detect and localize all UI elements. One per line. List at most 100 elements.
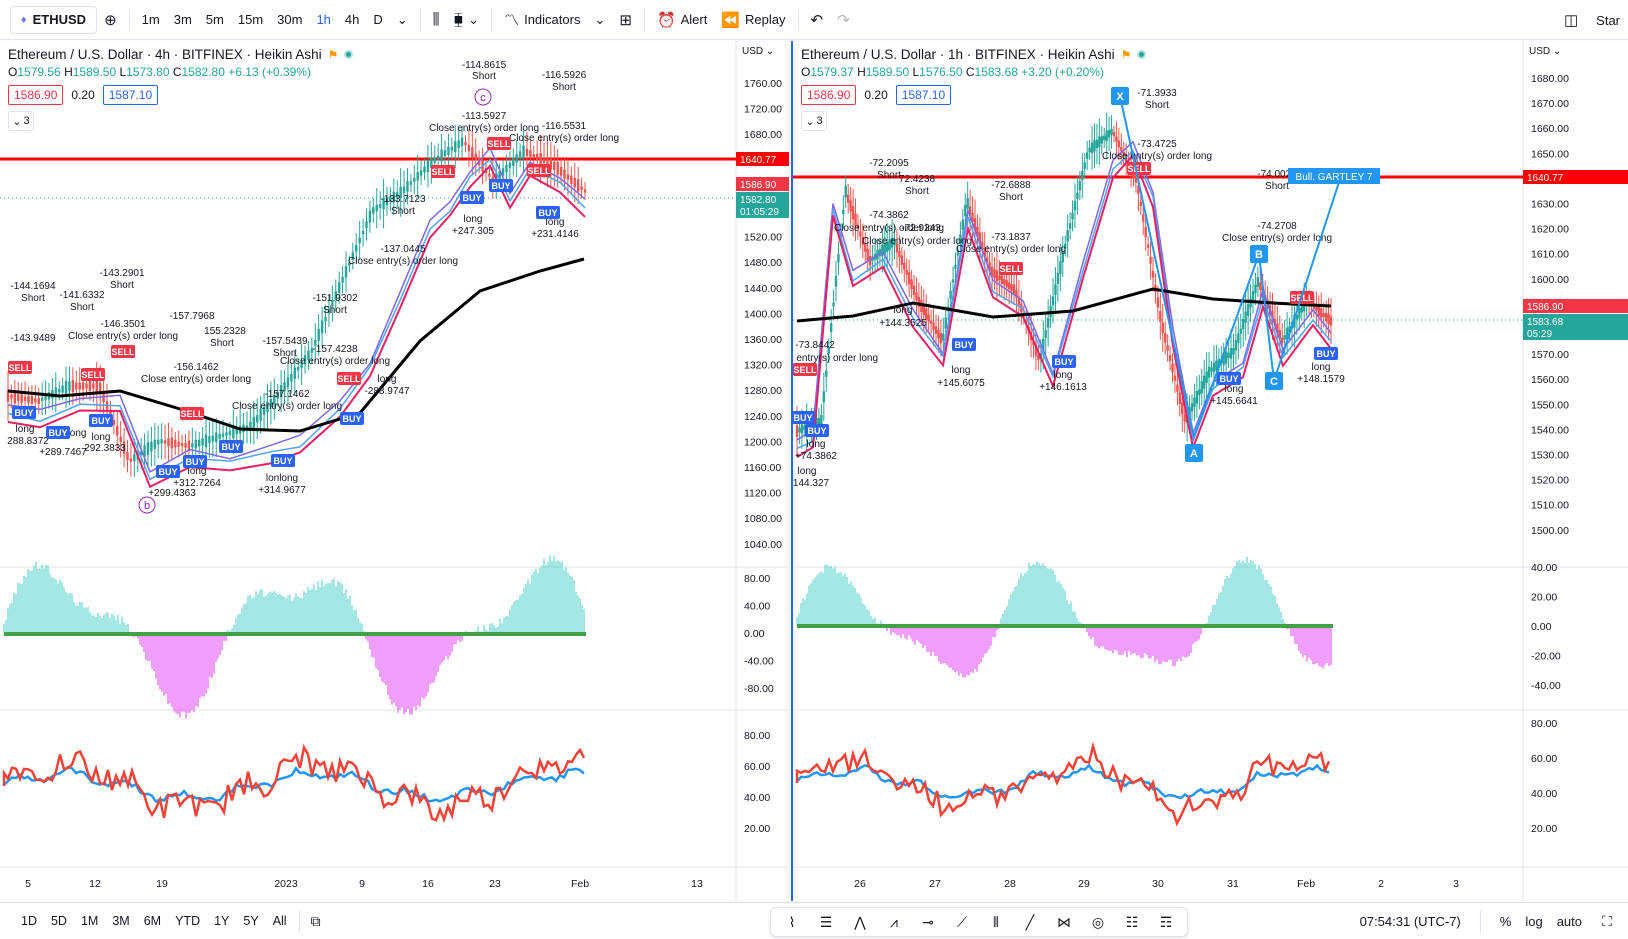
interval-30m[interactable]: 30m bbox=[277, 12, 303, 27]
clock-readout[interactable]: 07:54:31 (UTC-7) bbox=[1359, 914, 1461, 929]
buy-marker[interactable] bbox=[1314, 347, 1338, 360]
sell-marker[interactable] bbox=[1127, 162, 1151, 175]
star-label[interactable]: Star bbox=[1596, 12, 1620, 28]
flag-icon[interactable]: ⚑ bbox=[1120, 47, 1132, 62]
elliott-wave-label[interactable] bbox=[138, 496, 156, 514]
indicators-button[interactable]: 〽 Indicators bbox=[497, 6, 587, 34]
sell-marker[interactable] bbox=[337, 372, 361, 385]
chart-canvas-left[interactable]: USD ⌄1760.001720.001680.001640.001600.00… bbox=[0, 41, 789, 901]
range-1y[interactable]: 1Y bbox=[214, 914, 230, 928]
buy-price-button[interactable]: 1587.10 bbox=[895, 85, 952, 105]
auto-scale-toggle[interactable]: auto bbox=[1556, 914, 1582, 929]
chart-pane-right[interactable]: USD ⌄1680.001670.001660.001650.001640.00… bbox=[791, 41, 1628, 901]
alert-button[interactable]: ⏰ Alert bbox=[650, 6, 714, 34]
range-1m[interactable]: 1M bbox=[80, 914, 99, 928]
sell-marker[interactable] bbox=[487, 137, 511, 150]
pattern-point-marker[interactable] bbox=[1111, 87, 1129, 105]
sell-price-button[interactable]: 1586.90 bbox=[801, 85, 857, 105]
bar-countdown-text: 01:05:29 bbox=[740, 207, 779, 218]
collapse-indicators-button[interactable]: ⌄ 3 bbox=[8, 111, 34, 131]
buy-marker[interactable] bbox=[219, 440, 243, 453]
fib-retracement-icon[interactable]: ☰ bbox=[819, 913, 833, 930]
interval-dropdown-button[interactable]: ⌄ bbox=[390, 6, 415, 34]
sell-marker[interactable] bbox=[111, 345, 135, 358]
compare-symbol-button[interactable]: ⊕ bbox=[97, 6, 124, 34]
fib-extension-icon[interactable]: ☶ bbox=[1159, 913, 1173, 930]
candle-body bbox=[167, 438, 170, 447]
symbol-search-button[interactable]: ♦ ETHUSD bbox=[10, 5, 98, 34]
bar-style-button[interactable]: ⫼ bbox=[426, 6, 447, 34]
buy-marker[interactable] bbox=[1052, 355, 1076, 368]
buy-marker[interactable] bbox=[12, 406, 36, 419]
sell-marker[interactable] bbox=[527, 164, 551, 177]
range-ytd[interactable]: YTD bbox=[175, 914, 201, 928]
chart-type-button[interactable]: ⧯ ⌄ bbox=[447, 6, 486, 34]
redo-button[interactable]: ↷ bbox=[830, 6, 857, 34]
buy-marker[interactable] bbox=[952, 338, 976, 351]
sell-marker[interactable] bbox=[431, 165, 455, 178]
fib-channel-icon[interactable]: ☷ bbox=[1125, 913, 1139, 930]
buy-marker[interactable] bbox=[1217, 372, 1241, 385]
buy-marker[interactable] bbox=[793, 411, 815, 424]
sell-price-button[interactable]: 1586.90 bbox=[8, 85, 64, 105]
pattern-point-marker[interactable] bbox=[1265, 372, 1283, 390]
chart-canvas-right[interactable]: USD ⌄1680.001670.001660.001650.001640.00… bbox=[793, 41, 1628, 901]
buy-marker[interactable] bbox=[46, 426, 70, 439]
sell-marker[interactable] bbox=[999, 262, 1023, 275]
buy-marker[interactable] bbox=[271, 454, 295, 467]
buy-marker[interactable] bbox=[460, 191, 484, 204]
replay-button[interactable]: ⏪ Replay bbox=[714, 6, 792, 34]
interval-15m[interactable]: 15m bbox=[237, 12, 264, 27]
candle-body bbox=[883, 242, 886, 255]
sell-marker[interactable] bbox=[8, 361, 32, 374]
fib-circle-icon[interactable]: ◎ bbox=[1091, 913, 1105, 930]
interval-1h[interactable]: 1h bbox=[316, 12, 331, 27]
buy-marker[interactable] bbox=[536, 206, 560, 219]
xabcd-pattern-icon[interactable]: ⋀ bbox=[854, 913, 866, 930]
buy-price-button[interactable]: 1587.10 bbox=[102, 85, 159, 105]
percent-scale-toggle[interactable]: % bbox=[1499, 914, 1512, 929]
buy-marker[interactable] bbox=[340, 412, 364, 425]
fullscreen-icon[interactable]: ⛶ bbox=[1602, 913, 1612, 929]
interval-3m[interactable]: 3m bbox=[173, 12, 192, 27]
buy-marker[interactable] bbox=[183, 455, 207, 468]
buy-marker[interactable] bbox=[156, 465, 180, 478]
path-icon[interactable]: ⟋ bbox=[957, 913, 967, 930]
gann-fan-icon[interactable]: ⫴ bbox=[993, 913, 999, 930]
log-scale-toggle[interactable]: log bbox=[1525, 914, 1543, 929]
flag-icon[interactable]: ⚑ bbox=[327, 47, 339, 62]
interval-1m[interactable]: 1m bbox=[141, 12, 160, 27]
pattern-icon[interactable]: ⋈ bbox=[1057, 913, 1071, 930]
trend-line-icon[interactable]: ╱ bbox=[1025, 913, 1035, 930]
range-all[interactable]: All bbox=[272, 914, 287, 928]
interval-5m[interactable]: 5m bbox=[205, 12, 224, 27]
buy-marker[interactable] bbox=[489, 179, 513, 192]
goto-date-icon[interactable]: ⧉ bbox=[310, 912, 321, 929]
range-1d[interactable]: 1D bbox=[21, 914, 37, 928]
range-5d[interactable]: 5D bbox=[50, 914, 67, 928]
pattern-point-marker[interactable] bbox=[1250, 245, 1268, 263]
chart-pane-left[interactable]: USD ⌄1760.001720.001680.001640.001600.00… bbox=[0, 41, 789, 901]
range-3m[interactable]: 3M bbox=[112, 914, 130, 928]
range-6m[interactable]: 6M bbox=[143, 914, 162, 928]
sell-marker[interactable] bbox=[81, 368, 105, 381]
undo-button[interactable]: ↶ bbox=[804, 6, 831, 34]
pattern-point-marker[interactable] bbox=[1185, 444, 1203, 462]
buy-marker[interactable] bbox=[805, 424, 829, 437]
candle-body bbox=[221, 433, 225, 437]
layout-button[interactable]: ⊞ bbox=[612, 6, 639, 34]
indicators-dropdown-button[interactable]: ⌄ bbox=[587, 6, 612, 34]
buy-marker[interactable] bbox=[89, 414, 113, 427]
collapse-indicators-button[interactable]: ⌄ 3 bbox=[801, 111, 827, 131]
range-5y[interactable]: 5Y bbox=[243, 914, 259, 928]
panel-toggle-icon[interactable]: ◫ bbox=[1563, 12, 1579, 29]
sell-marker[interactable] bbox=[793, 363, 817, 376]
elliott-wave-icon[interactable]: ⌇ bbox=[788, 913, 796, 930]
pattern-name-tag[interactable] bbox=[1288, 168, 1380, 184]
trend-angle-icon[interactable]: ⩘ bbox=[890, 913, 898, 930]
interval-4h[interactable]: 4h bbox=[344, 12, 360, 27]
elliott-wave-label[interactable] bbox=[474, 88, 492, 106]
interval-D[interactable]: D bbox=[373, 12, 383, 27]
horizontal-ray-icon[interactable]: ⊸ bbox=[922, 913, 934, 930]
sell-marker[interactable] bbox=[180, 407, 204, 420]
